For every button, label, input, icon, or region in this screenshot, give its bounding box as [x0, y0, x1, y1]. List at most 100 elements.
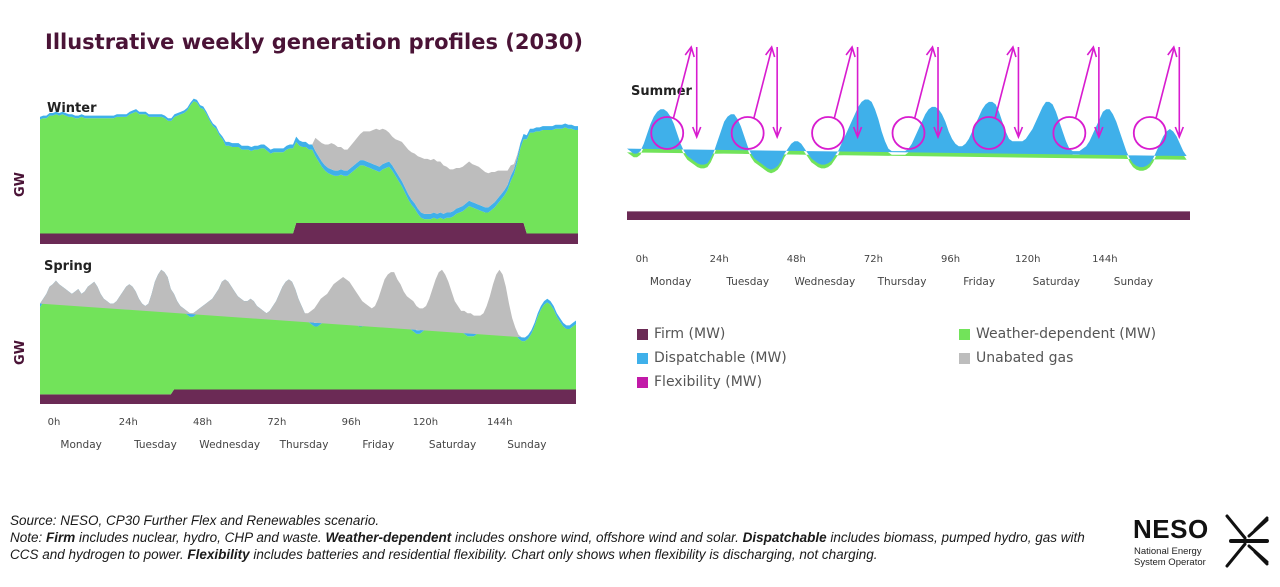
spring-tick-label: 96h — [341, 417, 361, 428]
footnote: Source: NESO, CP30 Further Flex and Rene… — [10, 512, 1095, 563]
summer-day-label: Saturday — [1032, 276, 1080, 288]
up-arrow-icon — [1074, 45, 1098, 120]
spring-area-firm-mw — [40, 389, 576, 404]
summer-day-label: Friday — [963, 276, 996, 288]
logo-subtitle-line2: System Operator — [1134, 557, 1206, 568]
up-arrow-icon — [913, 45, 937, 120]
up-arrow-icon — [1155, 45, 1178, 120]
spring-title: Spring — [44, 259, 93, 274]
spring-day-label: Wednesday — [199, 439, 261, 451]
winter-chart — [40, 98, 578, 244]
up-arrow-icon — [833, 45, 856, 120]
source-line: Source: NESO, CP30 Further Flex and Rene… — [10, 513, 380, 528]
summer-day-label: Sunday — [1113, 276, 1154, 288]
note-paragraph: Note: Firm includes nuclear, hydro, CHP … — [10, 529, 1095, 563]
legend-swatch-firm — [637, 328, 648, 340]
down-arrow-icon — [1094, 47, 1104, 140]
union-flag-icon — [1225, 514, 1269, 568]
spring-day-label: Tuesday — [134, 439, 177, 451]
summer-day-label: Tuesday — [726, 276, 770, 288]
spring-gw-label: GW — [13, 339, 29, 366]
summer-day-label: Wednesday — [794, 276, 856, 288]
spring-chart — [40, 269, 576, 404]
legend-label-gas: Unabated gas — [976, 350, 1074, 366]
page-title: Illustrative weekly generation profiles … — [45, 30, 583, 54]
solar-peak-circle — [972, 116, 1006, 150]
legend-label-firm: Firm (MW) — [654, 326, 726, 342]
down-arrow-icon — [1013, 47, 1024, 140]
legend-swatch-flexibility — [637, 376, 648, 388]
summer-tick-label: 144h — [1092, 254, 1118, 265]
legend-label-flexibility: Flexibility (MW) — [654, 374, 763, 390]
solar-peak-circle — [891, 116, 926, 150]
note-term-weather: Weather-dependent — [325, 530, 452, 545]
spring-tick-label: 48h — [193, 417, 213, 428]
summer-tick-label: 48h — [786, 254, 806, 265]
solar-peak-circle — [650, 116, 685, 150]
spring-day-label: Thursday — [279, 439, 329, 451]
chart-legend: Firm (MW) Dispatchable (MW) Flexibility … — [637, 322, 1197, 397]
spring-day-label: Monday — [60, 439, 102, 451]
summer-tick-label: 72h — [863, 254, 883, 265]
summer-tick-label: 120h — [1014, 254, 1041, 265]
summer-tick-label: 96h — [941, 254, 961, 265]
note-term-dispatchable: Dispatchable — [742, 530, 827, 545]
summer-chart — [627, 99, 1190, 220]
up-arrow-icon — [672, 45, 695, 120]
down-arrow-icon — [852, 47, 863, 140]
legend-item-weather: Weather-dependent (MW) — [959, 326, 1156, 342]
spring-day-label: Saturday — [428, 439, 477, 451]
legend-item-flexibility: Flexibility (MW) — [637, 374, 762, 390]
spring-day-label: Sunday — [507, 439, 547, 451]
solar-peak-circle — [730, 116, 765, 150]
down-arrow-icon — [933, 47, 943, 140]
solar-peak-circle — [811, 116, 845, 150]
summer-day-label: Thursday — [877, 276, 927, 288]
legend-label-dispatchable: Dispatchable (MW) — [654, 350, 787, 366]
spring-tick-label: 120h — [412, 417, 439, 428]
winter-area-unabated-gas — [40, 98, 578, 214]
winter-area-firm-mw — [40, 223, 578, 244]
solar-peak-circle — [1132, 116, 1167, 150]
down-arrow-icon — [1174, 47, 1185, 140]
spring-tick-label: 24h — [118, 417, 138, 428]
note-text-firm: includes nuclear, hydro, CHP and waste. — [75, 530, 326, 545]
winter-area-weather-dependent-mw — [40, 101, 578, 234]
spring-tick-label: 144h — [486, 417, 513, 428]
summer-area-firm-mw — [627, 211, 1190, 220]
down-arrow-icon — [772, 47, 782, 140]
spring-area-unabated-gas — [40, 269, 525, 338]
legend-item-firm: Firm (MW) — [637, 326, 725, 342]
logo-subtitle-line1: National Energy — [1134, 546, 1202, 557]
summer-tick-label: 24h — [709, 254, 729, 265]
summer-tick-label: 0h — [635, 254, 649, 265]
spring-tick-label: 0h — [47, 417, 61, 428]
note-text-weather: includes onshore wind, offshore wind and… — [451, 530, 743, 545]
note-prefix: Note: — [10, 530, 47, 545]
winter-title: Winter — [47, 101, 97, 116]
winter-gw-label: GW — [13, 171, 29, 198]
legend-item-gas: Unabated gas — [959, 350, 1073, 366]
summer-day-label: Monday — [649, 276, 692, 288]
logo-subtitle: National Energy System Operator — [1134, 546, 1224, 568]
legend-swatch-weather — [959, 328, 970, 340]
spring-day-label: Friday — [362, 439, 395, 451]
note-term-flexibility: Flexibility — [187, 547, 250, 562]
up-arrow-icon — [752, 45, 776, 120]
spring-tick-label: 72h — [267, 417, 287, 428]
legend-item-dispatchable: Dispatchable (MW) — [637, 350, 787, 366]
note-text-dispatchable: includes biomass, pumped hydro, gas with… — [10, 530, 1085, 562]
note-term-firm: Firm — [46, 530, 76, 545]
down-arrow-icon — [691, 47, 702, 140]
logo-wordmark: NESO — [1133, 514, 1209, 544]
solar-peak-circle — [1052, 116, 1087, 150]
summer-annotations — [650, 45, 1185, 150]
neso-logo: NESO National Energy System Operator — [1133, 512, 1273, 572]
legend-swatch-gas — [959, 352, 970, 364]
legend-label-weather: Weather-dependent (MW) — [976, 326, 1157, 342]
summer-area-dispatchable-mw — [627, 99, 1187, 170]
summer-title: Summer — [631, 84, 692, 99]
legend-swatch-dispatchable — [637, 352, 648, 364]
note-text-flexibility: includes batteries and residential flexi… — [249, 547, 878, 562]
up-arrow-icon — [994, 45, 1017, 120]
